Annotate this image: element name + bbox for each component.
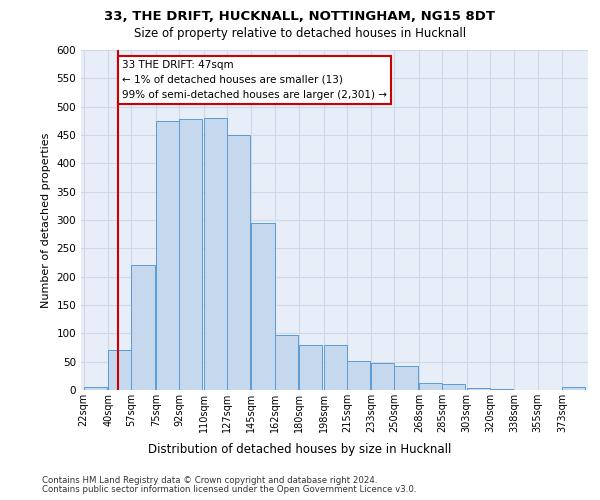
- Bar: [371, 364, 394, 390]
- Text: Contains public sector information licensed under the Open Government Licence v3: Contains public sector information licen…: [42, 484, 416, 494]
- Bar: [419, 382, 442, 390]
- Bar: [251, 223, 275, 390]
- Bar: [203, 118, 227, 390]
- Bar: [227, 135, 250, 390]
- Text: Contains HM Land Registry data © Crown copyright and database right 2024.: Contains HM Land Registry data © Crown c…: [42, 476, 377, 485]
- Bar: [347, 360, 370, 390]
- Bar: [323, 344, 347, 390]
- Bar: [467, 388, 490, 390]
- Bar: [108, 350, 131, 390]
- Bar: [84, 387, 107, 390]
- Bar: [562, 387, 585, 390]
- Text: 33, THE DRIFT, HUCKNALL, NOTTINGHAM, NG15 8DT: 33, THE DRIFT, HUCKNALL, NOTTINGHAM, NG1…: [104, 10, 496, 23]
- Bar: [299, 344, 322, 390]
- Text: Distribution of detached houses by size in Hucknall: Distribution of detached houses by size …: [148, 442, 452, 456]
- Bar: [131, 266, 155, 390]
- Bar: [156, 121, 179, 390]
- Bar: [442, 384, 466, 390]
- Bar: [275, 335, 298, 390]
- Text: 33 THE DRIFT: 47sqm
← 1% of detached houses are smaller (13)
99% of semi-detache: 33 THE DRIFT: 47sqm ← 1% of detached hou…: [122, 60, 387, 100]
- Text: Size of property relative to detached houses in Hucknall: Size of property relative to detached ho…: [134, 28, 466, 40]
- Bar: [179, 119, 202, 390]
- Y-axis label: Number of detached properties: Number of detached properties: [41, 132, 51, 308]
- Bar: [394, 366, 418, 390]
